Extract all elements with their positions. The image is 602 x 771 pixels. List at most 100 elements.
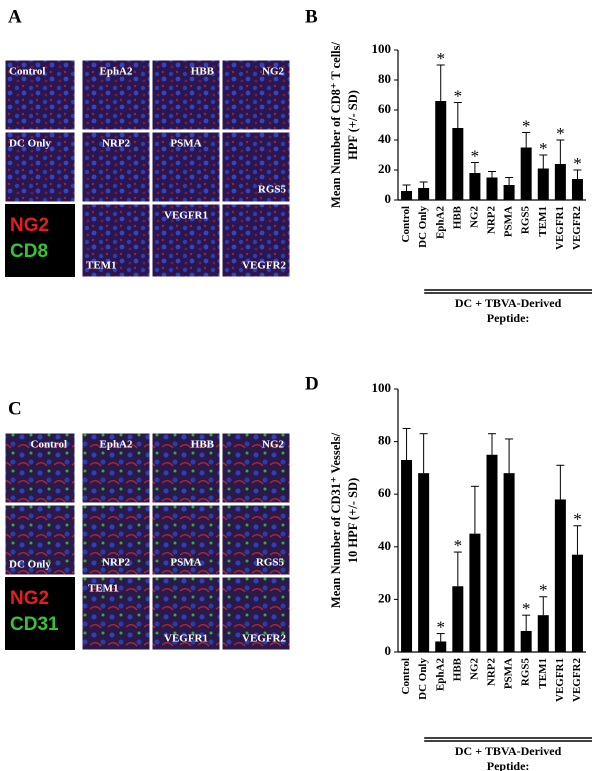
- micrograph: [221, 131, 291, 203]
- x-tick-label: NG2: [468, 658, 480, 681]
- x-tick-label: VEGFR1: [554, 206, 566, 250]
- significance-marker: *: [522, 599, 531, 618]
- y-axis-label: HPF (+/- SD): [346, 90, 360, 160]
- bar: [401, 460, 413, 652]
- micrograph: [151, 504, 221, 576]
- micrograph-label: TEM1: [86, 260, 117, 272]
- y-axis-label: Mean Number of CD31⁺ Vessels/: [329, 432, 343, 608]
- stain-legend-box: [5, 204, 75, 277]
- significance-marker: *: [556, 124, 565, 143]
- micrograph: [151, 576, 221, 651]
- y-tick-label: 80: [378, 71, 391, 86]
- y-tick-label: 40: [378, 131, 391, 146]
- stain-legend-label: CD8: [10, 241, 48, 262]
- x-tick-label: HBB: [451, 205, 463, 229]
- bar: [554, 164, 566, 200]
- micrograph: [81, 59, 151, 131]
- bar: [537, 168, 549, 200]
- significance-marker: *: [436, 49, 445, 68]
- x-tick-label: VEGFR1: [554, 658, 566, 702]
- group-label: DC + TBVA-Derived: [455, 744, 562, 758]
- x-tick-label: VEGFR2: [571, 658, 583, 703]
- bar: [452, 128, 464, 200]
- micrograph-label: NRP2: [102, 138, 131, 150]
- x-tick-label: TEM1: [537, 206, 549, 237]
- significance-marker: *: [454, 536, 463, 555]
- y-tick-label: 60: [378, 101, 391, 116]
- y-tick-label: 80: [378, 433, 391, 448]
- bar: [554, 499, 566, 652]
- micrograph-label: VEGFR1: [164, 633, 208, 645]
- micrograph: [151, 59, 221, 131]
- micrograph: [151, 131, 221, 203]
- micrograph-label: VEGFR1: [164, 210, 208, 222]
- x-tick-label: PSMA: [503, 658, 515, 689]
- x-tick-label: TEM1: [537, 658, 549, 689]
- x-tick-label: NRP2: [486, 206, 498, 235]
- stain-legend-label: CD31: [10, 614, 59, 635]
- significance-marker: *: [522, 116, 531, 135]
- x-tick-label: EphA2: [434, 658, 446, 692]
- x-tick-label: Control: [400, 206, 412, 242]
- x-tick-label: DC Only: [417, 206, 429, 248]
- x-tick-label: HBB: [451, 657, 463, 681]
- micrograph-label: RGS5: [256, 557, 285, 569]
- panel-letter: B: [305, 6, 318, 27]
- micrograph-label: NRP2: [102, 557, 131, 569]
- micrograph-label: NG2: [262, 66, 285, 78]
- bar: [520, 147, 532, 200]
- x-tick-label: NG2: [468, 206, 480, 229]
- y-tick-label: 60: [378, 485, 391, 500]
- significance-marker: *: [436, 617, 445, 636]
- y-tick-label: 20: [378, 161, 391, 176]
- y-tick-label: 0: [385, 191, 392, 206]
- micrograph: [81, 432, 151, 504]
- stain-legend-label: NG2: [10, 588, 49, 609]
- micrograph: [151, 432, 221, 504]
- panel-letter: A: [8, 6, 22, 27]
- micrograph: [221, 59, 291, 131]
- group-label: DC + TBVA-Derived: [455, 296, 562, 310]
- bar: [571, 554, 583, 652]
- significance-marker: *: [573, 510, 582, 529]
- micrograph: [151, 203, 221, 278]
- micrograph-label: Control: [31, 439, 67, 451]
- significance-marker: *: [573, 154, 582, 173]
- micrograph-label: HBB: [191, 66, 215, 78]
- y-tick-label: 100: [372, 41, 392, 56]
- y-tick-label: 100: [372, 380, 392, 395]
- panel-letter: C: [8, 398, 22, 419]
- y-tick-label: 40: [378, 538, 391, 553]
- micrograph: [81, 131, 151, 203]
- stain-legend-label: NG2: [10, 215, 49, 236]
- bar: [520, 630, 532, 652]
- x-tick-label: VEGFR2: [571, 206, 583, 251]
- bar: [418, 188, 430, 200]
- x-tick-label: NRP2: [486, 658, 498, 687]
- significance-marker: *: [539, 139, 548, 158]
- bar: [435, 101, 447, 200]
- y-tick-label: 0: [385, 643, 392, 658]
- micrograph-label: TEM1: [88, 583, 119, 595]
- group-label: Peptide:: [487, 311, 530, 325]
- bar: [503, 185, 515, 200]
- y-tick-label: 20: [378, 590, 391, 605]
- bar: [435, 641, 447, 652]
- x-tick-label: RGS5: [520, 206, 532, 235]
- micrograph: [81, 203, 151, 278]
- micrograph-label: NG2: [262, 439, 285, 451]
- x-tick-label: DC Only: [417, 658, 429, 700]
- micrograph: [221, 432, 291, 504]
- x-tick-label: RGS5: [520, 658, 532, 687]
- micrograph-label: DC Only: [9, 138, 51, 150]
- panel-letter: D: [305, 373, 319, 394]
- significance-marker: *: [454, 86, 463, 105]
- micrograph-label: PSMA: [170, 138, 201, 150]
- group-label: Peptide:: [487, 759, 530, 771]
- micrograph-label: RGS5: [258, 184, 287, 196]
- y-axis-label: Mean Number of CD8⁺ T cells/: [329, 41, 343, 207]
- bar: [486, 177, 498, 200]
- micrograph: [81, 504, 151, 576]
- micrograph: [4, 432, 76, 504]
